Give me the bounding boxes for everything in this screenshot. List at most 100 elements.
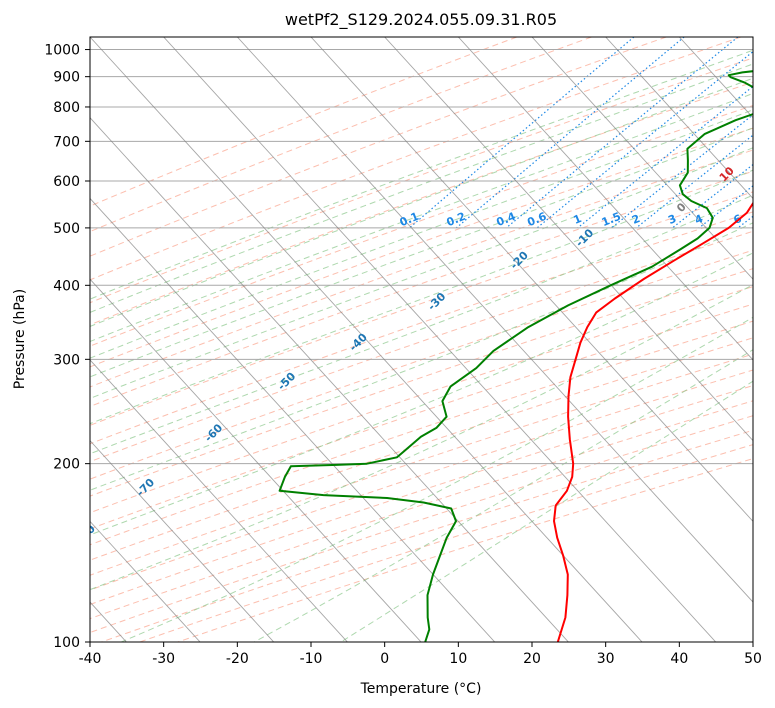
x-tick-label: 10	[449, 651, 467, 667]
mixing-ratio-label: 2	[630, 212, 642, 227]
moist-adiabat-line	[90, 109, 753, 359]
x-tick-label: 30	[597, 651, 615, 667]
dry-adiabat-line	[90, 268, 753, 497]
moist-adiabats	[90, 49, 753, 642]
mixing-ratio-line	[455, 37, 685, 229]
y-tick-label: 1000	[44, 43, 80, 59]
moist-adiabat-line	[90, 252, 753, 536]
isotherm-line	[90, 439, 275, 642]
moist-adiabat-line	[90, 284, 753, 591]
dry-adiabat-line	[90, 170, 753, 407]
dry-adiabat-line	[90, 104, 753, 347]
mixing-ratio-line	[577, 85, 753, 229]
dry-adiabat-line	[90, 37, 667, 257]
moist-adiabat-label: 0	[674, 200, 689, 215]
isotherm-line	[90, 278, 422, 642]
y-tick-label: 800	[53, 100, 80, 116]
dry-adiabat-line	[90, 230, 753, 463]
dry-adiabat-line	[90, 385, 753, 606]
mixing-ratio-label: 0.2	[445, 210, 468, 229]
moist-adiabat-line	[90, 194, 753, 455]
dry-adiabat-line	[90, 337, 753, 561]
mixing-ratio-label: 0.1	[398, 210, 421, 229]
moist-adiabat-line	[90, 169, 753, 425]
moist-adiabat-line	[90, 147, 753, 399]
x-tick-label: 0	[380, 651, 389, 667]
dry-adiabat-label: -90	[29, 562, 52, 585]
dry-adiabat-line	[90, 303, 753, 530]
plot-area: -100-90-80-70-60-50-40-30-20-100.1 0.2 0.4…	[0, 37, 775, 642]
dry-adiabat-line	[90, 127, 753, 368]
mixing-ratio-line	[766, 37, 775, 228]
dry-adiabat-label: -70	[134, 476, 157, 499]
x-tick-label: -40	[79, 651, 102, 667]
mixing-ratio-line	[635, 134, 753, 229]
dry-adiabat-label: -50	[275, 369, 298, 392]
dry-adiabat-line	[90, 37, 742, 281]
dry-adiabat-label: -100	[0, 598, 4, 627]
isobars	[90, 49, 753, 642]
mixing-ratio-label: 0.4	[495, 210, 518, 229]
x-axis: -40 -30 -20 -10 0 10 20 30 40 50	[79, 642, 762, 667]
dry-adiabat-line	[90, 249, 753, 480]
isotherm-line	[90, 37, 643, 642]
chart-title: wetPf2_S129.2024.055.09.31.R05	[285, 10, 557, 30]
x-tick-label: -20	[226, 651, 249, 667]
dry-adiabat-line	[90, 369, 753, 591]
mixing-ratio-line	[536, 50, 753, 229]
dry-adiabat-line	[90, 320, 753, 546]
isotherm-line	[237, 37, 753, 603]
mixing-ratio-line	[698, 185, 753, 229]
y-tick-label: 600	[53, 174, 80, 190]
dry-adiabat-label: -80	[75, 522, 98, 545]
moist-adiabat-line	[254, 349, 753, 642]
isotherm-line	[458, 37, 753, 361]
x-axis-title: Temperature (°C)	[360, 681, 482, 697]
isotherm-line	[90, 117, 569, 642]
mixing-ratio-label: 4	[693, 212, 705, 227]
dry-adiabat-line	[90, 149, 753, 388]
x-tick-label: 40	[670, 651, 688, 667]
moist-adiabat-line	[90, 49, 753, 300]
y-tick-label: 100	[53, 635, 80, 651]
isotherm-line	[310, 37, 753, 523]
mixing-ratio-label: 8	[760, 212, 772, 227]
dry-adiabat-line	[90, 353, 753, 576]
dry-adiabat-label: -30	[425, 290, 448, 313]
x-tick-label: -10	[300, 651, 323, 667]
isotherm-line	[384, 37, 753, 442]
isotherm-line	[163, 37, 717, 642]
y-axis: 100 200 300 400 500 600 700 800 900 1000	[44, 43, 90, 651]
mixing-ratio-lines	[409, 37, 775, 229]
y-tick-label: 700	[53, 134, 80, 150]
dry-adiabat-line	[90, 211, 753, 445]
y-tick-label: 300	[53, 352, 80, 368]
mixing-ratio-line	[409, 37, 635, 229]
moist-adiabat-label: 20	[764, 131, 775, 151]
plot-frame	[89, 36, 754, 643]
y-tick-label: 400	[53, 278, 80, 294]
x-tick-label: 20	[523, 651, 541, 667]
moist-adiabat-line	[90, 222, 753, 491]
moist-adiabat-line	[90, 92, 753, 343]
mixing-ratio-label: 3	[666, 212, 678, 227]
y-tick-label: 500	[53, 221, 80, 237]
mixing-ratio-label: 1	[572, 212, 584, 227]
dry-adiabat-line	[90, 191, 753, 426]
dry-adiabat-line	[90, 400, 753, 620]
x-tick-label: 50	[744, 651, 762, 667]
temperature-profile-line	[553, 201, 753, 642]
mixing-ratio-label: 1.5	[600, 210, 623, 229]
y-tick-label: 200	[53, 457, 80, 473]
x-tick-label: -30	[152, 651, 175, 667]
dry-adiabat-label: -40	[347, 331, 370, 354]
isotherm-line	[605, 37, 753, 200]
dry-adiabat-line	[90, 37, 592, 233]
isotherm-line	[752, 37, 753, 38]
moist-adiabat-line	[121, 316, 753, 642]
dry-adiabat-line	[90, 415, 753, 634]
reference-line-labels: -100-90-80-70-60-50-40-30-20-100.1 0.2 0.4…	[0, 131, 775, 627]
dry-adiabat-label: -60	[202, 421, 225, 444]
isotherms	[90, 37, 753, 642]
